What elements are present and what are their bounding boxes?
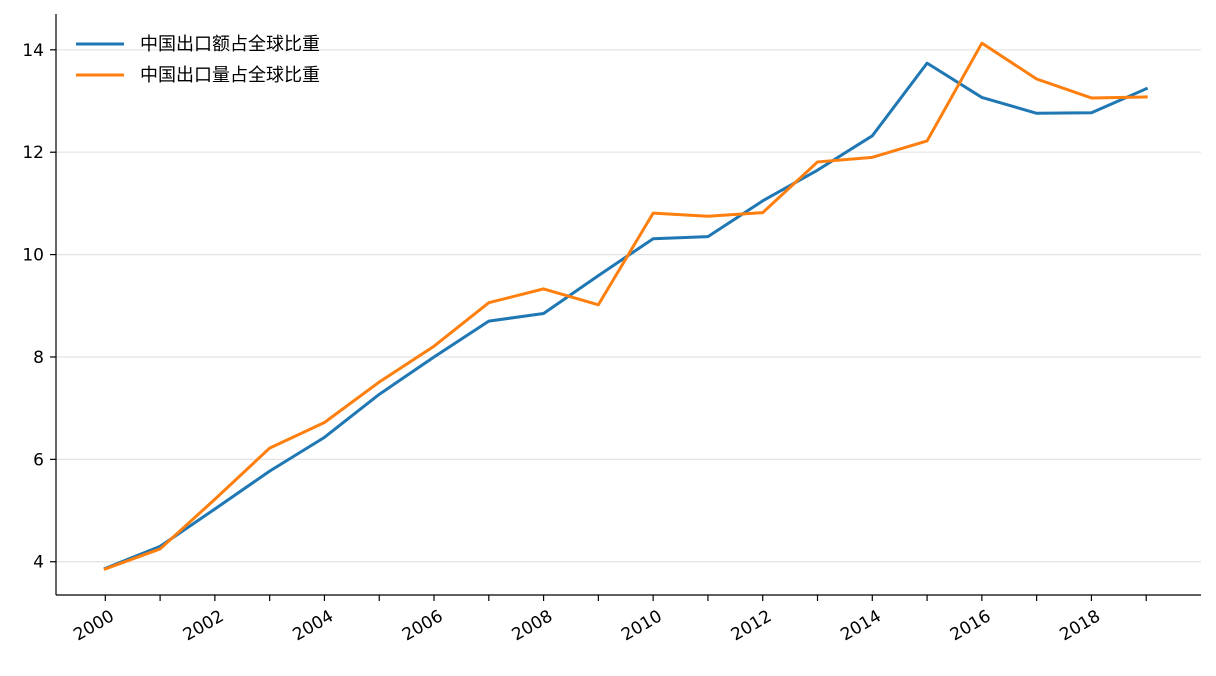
gridlines	[56, 49, 1201, 563]
series-lines	[103, 41, 1149, 571]
y-tick-label-14: 14	[22, 41, 44, 61]
legend-label-export-value: 中国出口额占全球比重	[140, 34, 320, 55]
series-line-1	[103, 41, 1148, 571]
tick-marks: 4 6 8 10 12 14 2000 2002 2004 2006 2008 2010 2012 201…	[22, 41, 1147, 645]
y-tick-label-10: 10	[22, 246, 44, 266]
y-tick-label-8: 8	[33, 348, 44, 368]
x-tick-label-2010: 2010	[618, 606, 665, 645]
x-tick-label-2004: 2004	[289, 606, 336, 645]
y-tick-label-4: 4	[33, 553, 44, 573]
series-line-0	[103, 61, 1149, 571]
y-tick-label-12: 12	[22, 143, 44, 163]
x-tick-label-2006: 2006	[399, 606, 446, 645]
x-tick-label-2008: 2008	[509, 606, 556, 645]
x-tick-label-2002: 2002	[180, 606, 227, 645]
x-tick-label-2016: 2016	[947, 606, 994, 645]
legend-label-export-volume: 中国出口量占全球比重	[140, 65, 320, 86]
legend: 中国出口额占全球比重 中国出口量占全球比重	[76, 34, 320, 86]
x-tick-label-2014: 2014	[837, 606, 884, 645]
y-tick-label-6: 6	[33, 450, 44, 470]
x-tick-label-2018: 2018	[1056, 606, 1103, 645]
x-tick-label-2000: 2000	[70, 606, 117, 645]
axes	[55, 14, 1201, 596]
x-tick-label-2012: 2012	[728, 606, 775, 645]
